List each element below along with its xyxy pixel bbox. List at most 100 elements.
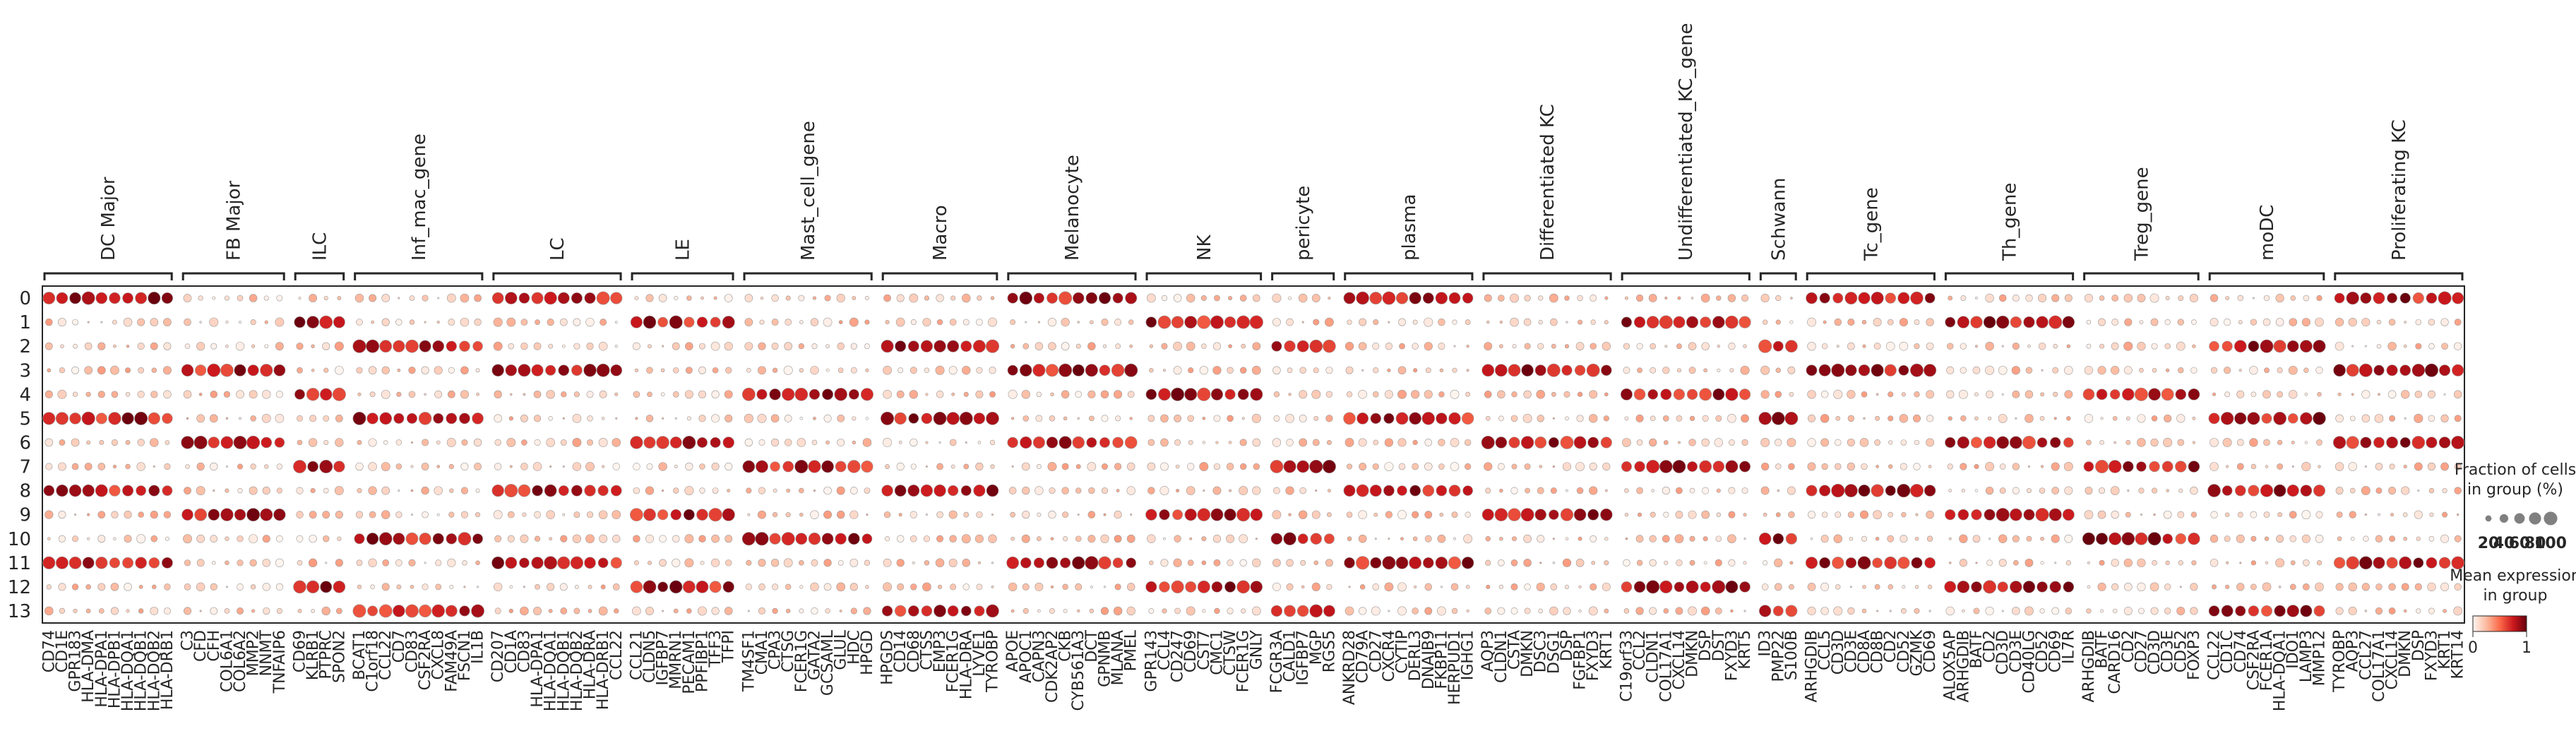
dot bbox=[2361, 583, 2370, 591]
dot bbox=[634, 368, 639, 372]
dot bbox=[71, 366, 79, 374]
dot bbox=[1604, 296, 1609, 300]
gene-label: CD1E bbox=[54, 630, 71, 672]
dot bbox=[410, 514, 413, 516]
row-label: 1 bbox=[19, 312, 31, 333]
dot bbox=[1819, 557, 1831, 569]
dot bbox=[883, 582, 893, 592]
dot bbox=[883, 558, 892, 567]
dot bbox=[138, 511, 144, 518]
dot bbox=[410, 489, 414, 492]
gene-label: HERPUD1 bbox=[1446, 630, 1464, 705]
dot bbox=[673, 487, 679, 494]
dot bbox=[1659, 580, 1673, 594]
dot bbox=[573, 607, 580, 615]
gene-label: IL7R bbox=[2060, 630, 2077, 664]
dot bbox=[657, 316, 668, 328]
dot bbox=[1450, 438, 1460, 447]
dot bbox=[808, 460, 821, 473]
dot bbox=[1971, 581, 1982, 593]
dot bbox=[2111, 559, 2119, 567]
dot bbox=[432, 340, 445, 352]
dot bbox=[311, 368, 315, 372]
dot bbox=[1566, 321, 1568, 324]
dot bbox=[2333, 557, 2346, 569]
dot bbox=[684, 390, 693, 399]
dot bbox=[699, 343, 705, 350]
dot bbox=[1983, 316, 1996, 328]
dot bbox=[458, 532, 472, 546]
dot bbox=[758, 439, 765, 446]
dot bbox=[2012, 559, 2019, 566]
dot bbox=[1021, 462, 1030, 471]
dot bbox=[1760, 486, 1770, 495]
dot bbox=[1382, 291, 1396, 305]
dot bbox=[811, 607, 818, 615]
dot bbox=[2063, 462, 2073, 472]
dot bbox=[2248, 485, 2260, 497]
dot bbox=[2364, 345, 2367, 348]
dot bbox=[97, 511, 106, 519]
dot bbox=[1369, 485, 1382, 497]
dot bbox=[837, 415, 845, 422]
dot bbox=[42, 412, 56, 425]
dot bbox=[850, 343, 857, 350]
dot bbox=[1116, 489, 1120, 493]
dot bbox=[1820, 414, 1830, 423]
dot bbox=[1453, 345, 1456, 348]
dot bbox=[459, 605, 470, 617]
dot bbox=[43, 485, 55, 497]
dot bbox=[1008, 487, 1017, 494]
dot bbox=[1309, 339, 1323, 353]
dot bbox=[151, 367, 157, 374]
dot bbox=[1100, 534, 1109, 543]
dot bbox=[1884, 556, 1897, 569]
dot bbox=[2315, 511, 2323, 518]
dot bbox=[962, 319, 970, 326]
dot bbox=[95, 484, 108, 497]
dot bbox=[1945, 437, 1956, 449]
dot bbox=[435, 559, 442, 566]
dot bbox=[1945, 316, 1956, 328]
dot bbox=[2250, 463, 2257, 470]
dot bbox=[1810, 537, 1813, 540]
dot bbox=[1114, 583, 1121, 590]
dot bbox=[1861, 391, 1868, 398]
gene-label: CD2 bbox=[2120, 630, 2137, 663]
dot bbox=[1787, 366, 1796, 374]
dot bbox=[1481, 364, 1495, 377]
dot bbox=[209, 317, 219, 327]
dot bbox=[2291, 440, 2295, 445]
dot bbox=[758, 559, 766, 567]
dot bbox=[1033, 557, 1044, 569]
gene-label: HLA-DRB1 bbox=[159, 630, 177, 710]
dot bbox=[1926, 535, 1933, 542]
dot bbox=[1820, 391, 1829, 398]
dot bbox=[1162, 608, 1167, 614]
dot bbox=[134, 411, 148, 425]
dot bbox=[1189, 537, 1193, 540]
dot bbox=[1511, 536, 1517, 542]
dot bbox=[57, 318, 66, 327]
dot bbox=[337, 296, 342, 300]
dot bbox=[1272, 366, 1281, 374]
dot bbox=[1356, 556, 1370, 570]
dot bbox=[810, 318, 819, 326]
gene-label: S100B bbox=[1783, 630, 1801, 680]
dot bbox=[2188, 533, 2200, 545]
dot bbox=[2221, 605, 2234, 617]
dot bbox=[895, 340, 907, 352]
dot bbox=[1171, 580, 1184, 593]
dot bbox=[2334, 341, 2344, 351]
dot bbox=[1438, 391, 1445, 398]
dot bbox=[307, 461, 318, 473]
dot bbox=[2301, 510, 2311, 520]
dot bbox=[1239, 559, 1247, 566]
dot bbox=[1072, 436, 1085, 449]
dot bbox=[1784, 411, 1799, 425]
dot bbox=[1197, 508, 1211, 521]
dot bbox=[741, 387, 756, 401]
dot bbox=[1325, 415, 1333, 422]
dot bbox=[988, 317, 998, 327]
dot bbox=[571, 292, 583, 304]
